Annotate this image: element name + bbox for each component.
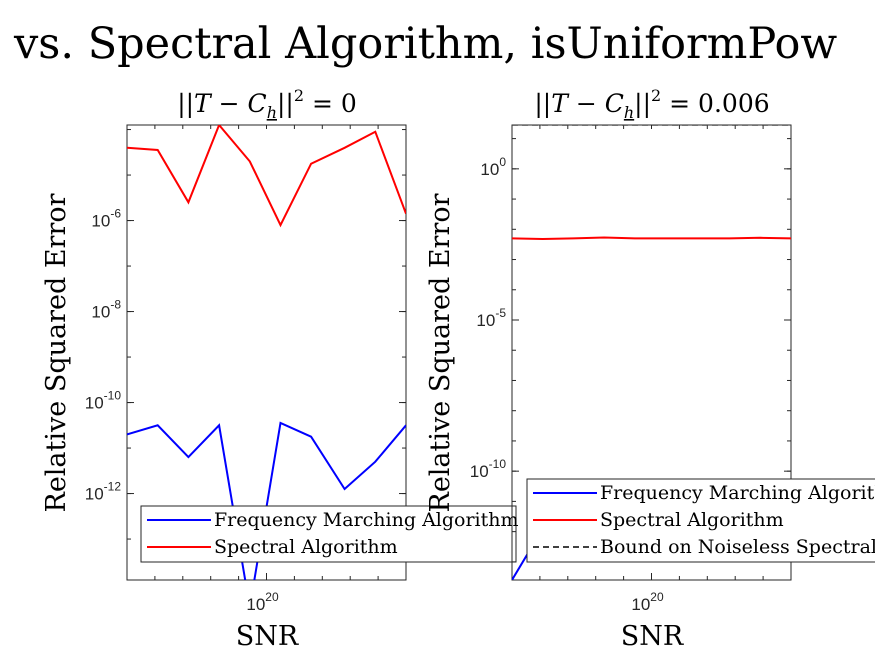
- y-axis-label-right: Relative Squared Error: [425, 193, 456, 512]
- legend-right: Frequency Marching Algorithm Spectral Alg…: [526, 478, 875, 563]
- title-lhs: ||T − C: [177, 89, 267, 119]
- figure-title: vs. Spectral Algorithm, isUniformPow: [13, 19, 837, 69]
- y-ticks-left: 10-6 10-8 10-10 10-12: [85, 129, 406, 540]
- subplot-right-title: ||T − Ch||2 = 0.006: [534, 86, 769, 122]
- title-sub: h: [624, 103, 634, 122]
- title-sup: 2: [651, 86, 661, 105]
- x-ticks-left: 1020: [126, 125, 407, 614]
- y-tick-label: 10-12: [85, 480, 122, 504]
- legend-left: Frequency Marching Algorithm Spectral Alg…: [140, 505, 519, 563]
- legend-label: Bound on Noiseless Spectral: [600, 536, 875, 558]
- title-sup: 2: [294, 86, 304, 105]
- legend-label: Frequency Marching Algorithm: [214, 509, 519, 531]
- title-mid: ||: [634, 89, 651, 119]
- title-rhs: = 0: [304, 89, 357, 118]
- x-axis-label-right: SNR: [621, 621, 684, 652]
- x-axis-label-left: SNR: [236, 621, 299, 652]
- x-tick-label: 1020: [246, 590, 279, 614]
- y-ticks-right: 100 10-5 10-10: [470, 138, 791, 563]
- x-ticks-right: 1020: [511, 125, 792, 614]
- title-rhs: = 0.006: [661, 89, 769, 118]
- y-tick-label: 10-6: [91, 207, 121, 231]
- y-tick-label: 10-8: [91, 298, 121, 322]
- series-line-spectral-algorithm: [127, 125, 406, 228]
- legend-label: Spectral Algorithm: [214, 536, 398, 558]
- y-tick-label: 10-10: [85, 389, 122, 413]
- subplot-left-title: ||T − Ch||2 = 0: [177, 86, 357, 122]
- subplot-right: ||T − Ch||2 = 0.006 100 10-5 10-10 1020 SN…: [425, 86, 875, 652]
- y-tick-label: 100: [480, 155, 506, 179]
- legend-label: Frequency Marching Algorithm: [600, 482, 875, 504]
- y-tick-label: 10-10: [470, 457, 507, 481]
- title-lhs: ||T − C: [534, 89, 624, 119]
- y-axis-label-left: Relative Squared Error: [41, 193, 72, 512]
- legend-label: Spectral Algorithm: [600, 509, 784, 531]
- series-line-spectral-algorithm: [512, 236, 791, 241]
- x-tick-label: 1020: [631, 590, 664, 614]
- y-tick-label: 10-5: [476, 306, 506, 330]
- legend-box: [140, 505, 517, 563]
- title-mid: ||: [277, 89, 294, 119]
- title-sub: h: [267, 103, 277, 122]
